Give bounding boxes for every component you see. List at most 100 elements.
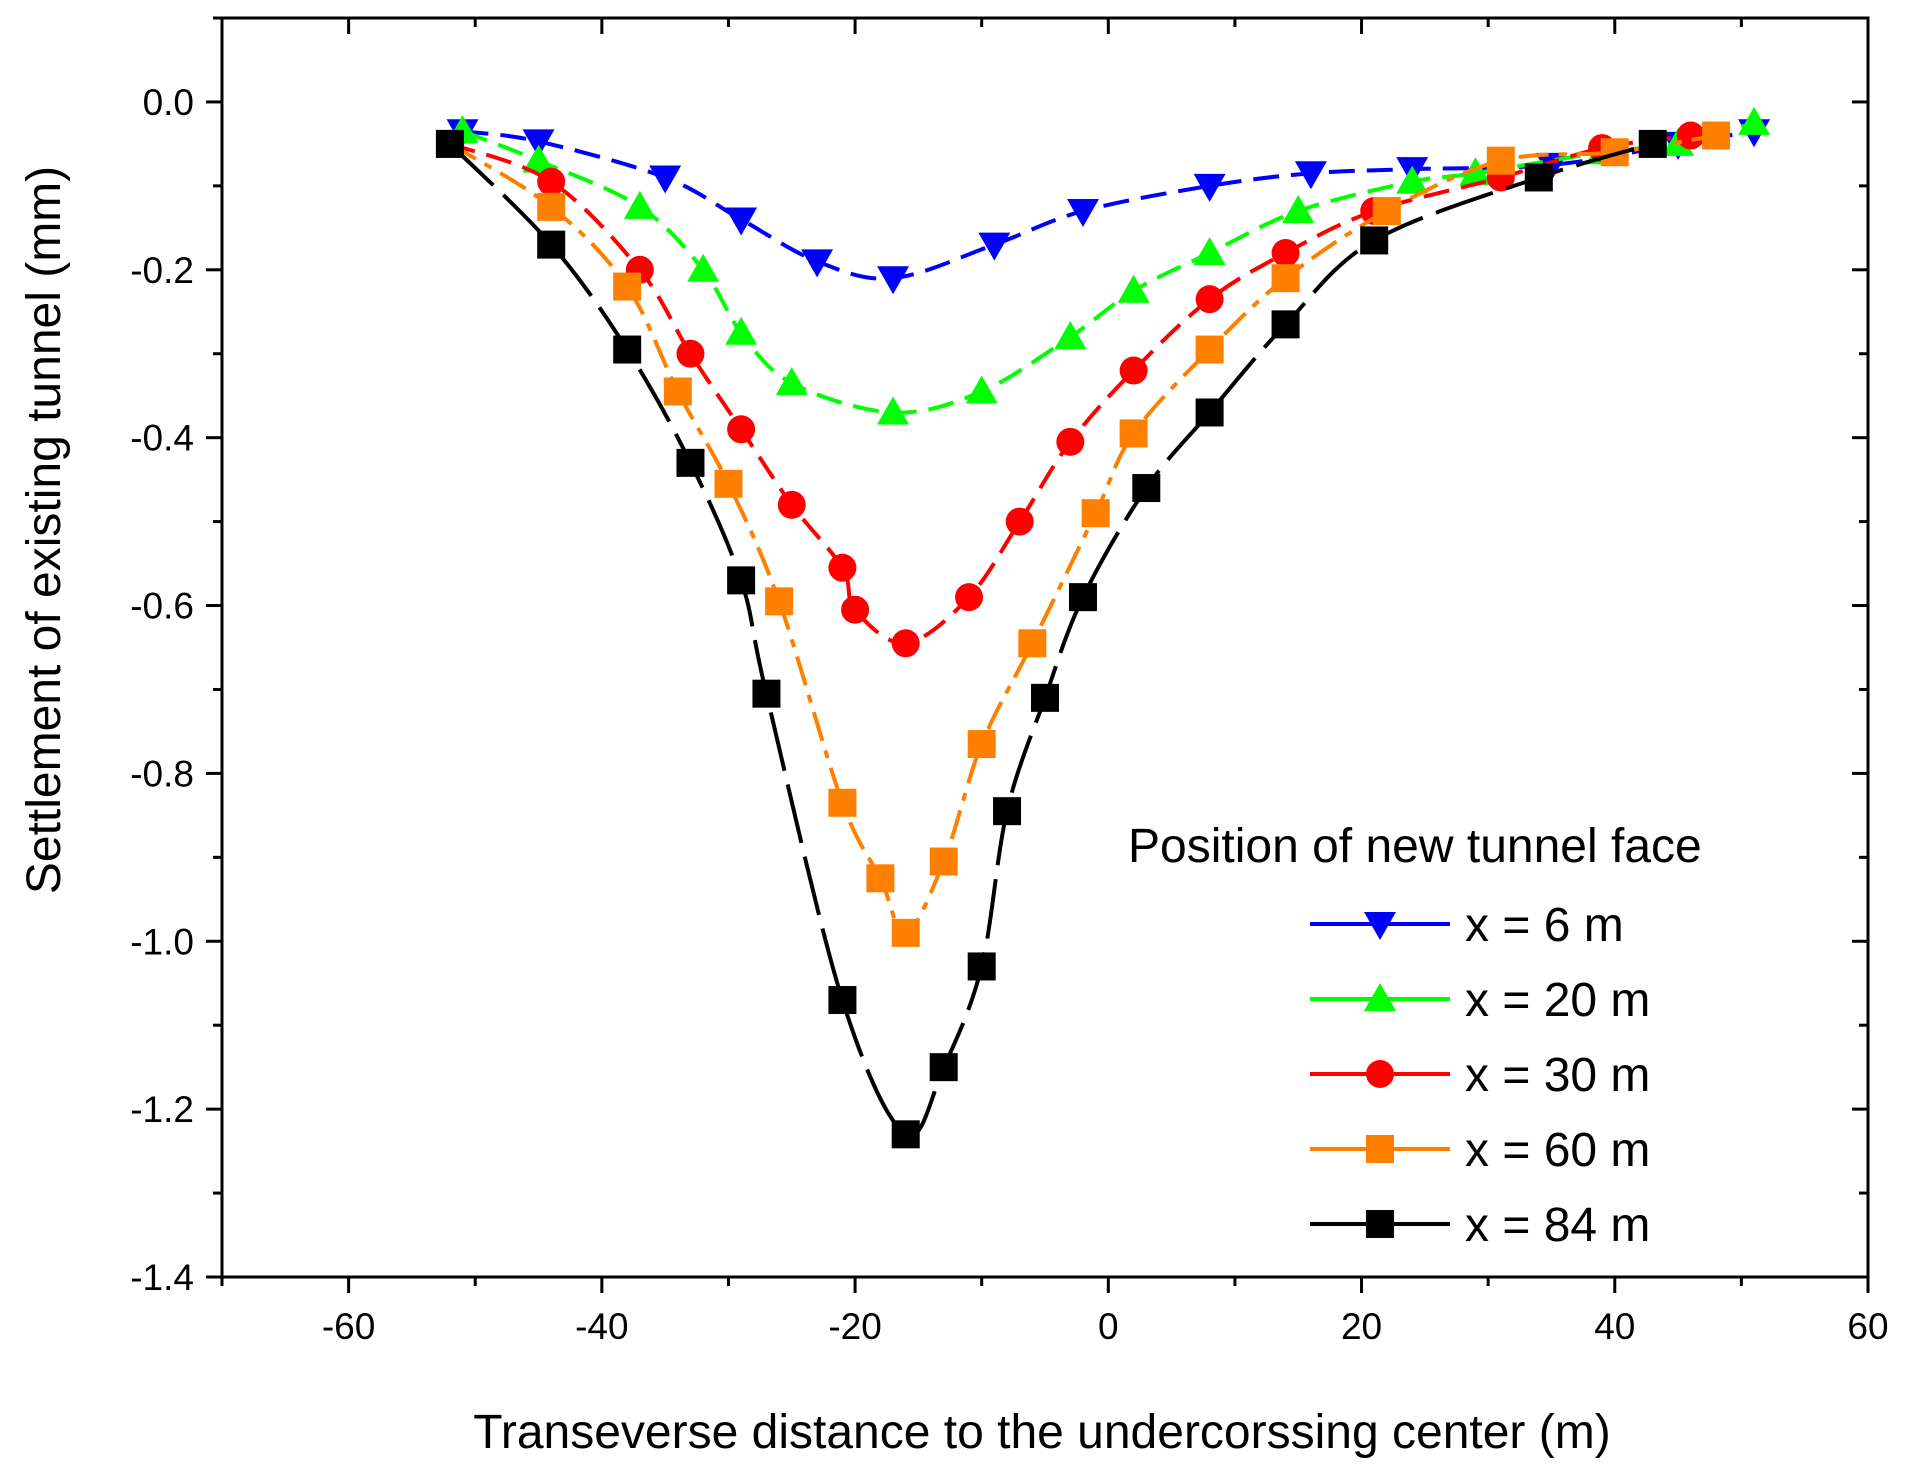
data-point xyxy=(828,986,857,1015)
data-point xyxy=(727,415,756,444)
data-point xyxy=(1018,629,1047,658)
legend-marker xyxy=(1366,1210,1394,1238)
data-point xyxy=(1132,474,1161,503)
y-axis-title: Settlement of existing tunnel (mm) xyxy=(18,166,71,894)
data-point xyxy=(1360,226,1389,255)
data-point xyxy=(993,797,1022,826)
data-point xyxy=(1271,239,1300,268)
data-point xyxy=(613,272,642,301)
data-point xyxy=(676,448,705,477)
legend-label: x = 6 m xyxy=(1465,899,1624,952)
data-point xyxy=(522,144,555,173)
data-point xyxy=(752,679,781,708)
plot-frame xyxy=(220,16,1870,1279)
data-point xyxy=(623,190,656,219)
legend-marker xyxy=(1366,1135,1394,1163)
y-tick-label: -0.4 xyxy=(130,418,194,459)
data-point xyxy=(1056,427,1085,456)
data-point xyxy=(775,367,808,396)
data-point xyxy=(1031,683,1059,712)
data-point xyxy=(1282,195,1315,224)
data-point xyxy=(1081,499,1110,528)
data-point xyxy=(1195,398,1224,427)
data-point xyxy=(1638,129,1667,158)
data-point xyxy=(1054,320,1087,349)
x-tick-label: 40 xyxy=(1594,1306,1635,1347)
data-point xyxy=(537,167,566,196)
data-point xyxy=(965,375,998,404)
x-tick-label: 20 xyxy=(1341,1306,1382,1347)
data-point xyxy=(725,207,758,236)
data-point xyxy=(1486,146,1515,175)
legend-label: x = 30 m xyxy=(1465,1049,1650,1102)
data-point xyxy=(967,730,996,759)
legend: Position of new tunnel face x = 6 m x = 2… xyxy=(1128,820,1702,1252)
data-point xyxy=(687,253,720,282)
data-point xyxy=(1271,264,1300,293)
data-point xyxy=(727,566,756,595)
series-x-60-m xyxy=(435,121,1731,947)
y-tick-label: -1.2 xyxy=(130,1089,194,1130)
data-point xyxy=(801,249,834,278)
data-point xyxy=(1294,161,1327,190)
y-tick-label: -1.4 xyxy=(130,1257,194,1298)
data-point xyxy=(891,629,920,658)
y-tick-label: -0.6 xyxy=(130,586,194,627)
data-point xyxy=(929,847,958,876)
y-tick-label: -0.8 xyxy=(130,753,194,794)
data-point xyxy=(891,918,920,947)
data-point xyxy=(841,595,870,624)
data-point xyxy=(1524,163,1553,192)
data-point xyxy=(978,232,1011,261)
data-point xyxy=(777,490,806,519)
x-tick-label: 60 xyxy=(1847,1306,1888,1347)
x-axis-title: Transeverse distance to the undercorssin… xyxy=(473,1406,1610,1459)
series-x-84-m xyxy=(435,129,1667,1149)
data-point xyxy=(613,335,642,364)
y-tick-label: 0.0 xyxy=(143,82,194,123)
data-point xyxy=(1271,310,1300,339)
data-point xyxy=(929,1053,958,1082)
legend-label: x = 84 m xyxy=(1465,1199,1650,1252)
data-point xyxy=(1066,199,1099,228)
x-tick-label: 0 xyxy=(1098,1306,1119,1347)
data-point xyxy=(522,129,555,158)
legend-marker xyxy=(1366,1060,1394,1088)
data-point xyxy=(1119,356,1148,385)
data-point xyxy=(765,587,794,616)
series-line xyxy=(448,133,1717,935)
data-point xyxy=(877,266,910,295)
data-point xyxy=(1738,106,1771,135)
data-point xyxy=(891,1120,920,1149)
plot-area xyxy=(435,106,1771,1149)
axes: -60 -40 -20 0 20 40 60 0.0 -0.2 -0.4 -0.6 -0.8 -1.0 -… xyxy=(130,16,1889,1347)
legend-label: x = 60 m xyxy=(1465,1124,1650,1177)
data-point xyxy=(1459,157,1492,186)
data-point xyxy=(866,864,895,893)
data-point xyxy=(649,165,682,194)
data-point xyxy=(1195,335,1224,364)
data-point xyxy=(663,377,692,406)
data-point xyxy=(725,316,758,345)
data-point xyxy=(877,396,910,425)
legend-title: Position of new tunnel face xyxy=(1128,820,1702,873)
data-point xyxy=(967,952,996,981)
data-point xyxy=(1119,419,1148,448)
data-point xyxy=(676,339,705,368)
data-point xyxy=(714,469,743,498)
data-point xyxy=(1193,237,1226,266)
data-point xyxy=(537,230,566,259)
data-point xyxy=(1193,173,1226,202)
data-point xyxy=(1005,507,1034,536)
data-point xyxy=(1117,274,1150,303)
data-point xyxy=(955,583,984,612)
data-point xyxy=(435,129,464,158)
x-tick-label: -20 xyxy=(828,1306,881,1347)
data-point xyxy=(1068,583,1097,612)
legend-label: x = 20 m xyxy=(1465,974,1650,1027)
legend-marker xyxy=(1364,912,1396,940)
data-point xyxy=(1702,121,1731,150)
x-tick-label: -60 xyxy=(322,1306,375,1347)
data-point xyxy=(1195,285,1224,314)
